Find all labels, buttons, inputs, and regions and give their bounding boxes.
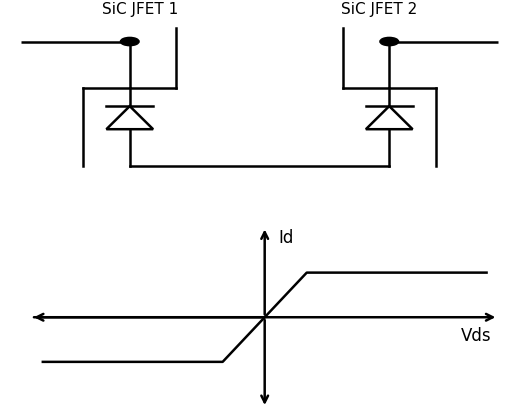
Text: Id: Id [279,229,294,247]
Text: SiC JFET 2: SiC JFET 2 [341,2,417,17]
Circle shape [120,37,139,46]
Text: SiC JFET 1: SiC JFET 1 [102,2,178,17]
Text: Vds: Vds [460,327,491,345]
Circle shape [380,37,399,46]
